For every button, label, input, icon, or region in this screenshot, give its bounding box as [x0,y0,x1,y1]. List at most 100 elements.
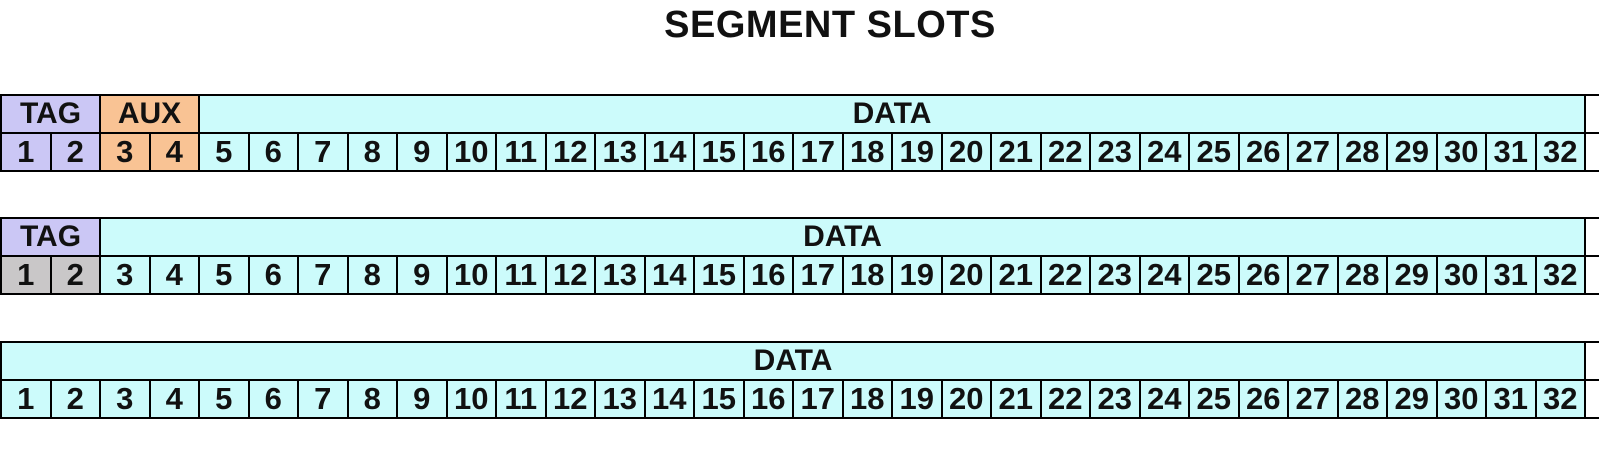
diagram-title: SEGMENT SLOTS [664,4,996,46]
slot-cell: 19 [891,257,941,293]
slot-cell: 11 [495,381,545,417]
group-header-line: DATA [0,341,1599,379]
slot-cell: 32 [1534,134,1586,170]
slot-cell: 10 [445,381,495,417]
slot-cell: 18 [841,381,891,417]
slot-cell: 4 [148,257,198,293]
slot-cell: 29 [1386,134,1436,170]
slot-cell: 30 [1435,381,1485,417]
segment-row-3: DATA 1 2 3 4 5 6 7 8 9 10 11 12 13 14 15 16 17 18 19 20 21 22 2… [0,341,1599,419]
slot-cell: 11 [495,134,545,170]
slot-cell: 20 [940,381,990,417]
segment-row-2: TAG DATA 1 2 3 4 5 6 7 8 9 10 11 12 13 14 15 16 17 18 19 20 21… [0,217,1599,295]
slot-cell: 3 [99,134,149,170]
slot-number-line: 1 2 3 4 5 6 7 8 9 10 11 12 13 14 15 16 17 18 19 20 21 22 23 24 2… [0,255,1599,295]
slot-cell: 24 [1138,134,1188,170]
slot-cell: 31 [1485,134,1535,170]
slot-cell: 8 [346,257,396,293]
group-tag-label: TAG [0,219,99,255]
slot-cell: 26 [1237,257,1287,293]
slot-cell: 5 [198,381,248,417]
slot-number-line: 1 2 3 4 5 6 7 8 9 10 11 12 13 14 15 16 17 18 19 20 21 22 23 24 2… [0,132,1599,172]
slot-cell: 22 [1039,134,1089,170]
slot-cell: 12 [544,134,594,170]
slot-cell: 20 [940,257,990,293]
slot-cell: 26 [1237,134,1287,170]
slot-cell: 3 [99,257,149,293]
slot-cell: 10 [445,134,495,170]
group-header-line: TAG DATA [0,217,1599,255]
slot-cell: 17 [792,381,842,417]
slot-cell: 28 [1336,257,1386,293]
slot-cell: 6 [247,257,297,293]
slot-cell: 7 [297,134,347,170]
slot-cell: 9 [396,381,446,417]
slot-cell: 2 [49,134,99,170]
slot-cell: 16 [742,134,792,170]
slot-cell: 16 [742,381,792,417]
slot-cell: 28 [1336,134,1386,170]
slot-cell: 26 [1237,381,1287,417]
slot-cell: 1 [0,134,50,170]
slot-cell: 22 [1039,381,1089,417]
slot-number-line: 1 2 3 4 5 6 7 8 9 10 11 12 13 14 15 16 17 18 19 20 21 22 23 24 2… [0,379,1599,419]
group-data-label: DATA [0,343,1586,379]
slot-cell: 25 [1188,257,1238,293]
slot-cell: 27 [1287,381,1337,417]
slot-cell: 13 [594,134,644,170]
group-data-label: DATA [198,96,1586,132]
slot-cell: 7 [297,257,347,293]
slot-cell: 19 [891,134,941,170]
slot-cell: 32 [1534,257,1586,293]
slot-cell: 16 [742,257,792,293]
slot-cell: 24 [1138,257,1188,293]
slot-cell: 21 [990,257,1040,293]
slot-cell: 14 [643,257,693,293]
slot-cell: 30 [1435,257,1485,293]
slot-cell: 15 [693,257,743,293]
slot-cell: 17 [792,257,842,293]
segment-row-1: TAG AUX DATA 1 2 3 4 5 6 7 8 9 10 11 12 13 14 15 16 17 18 19 2… [0,94,1599,172]
slot-cell: 6 [247,381,297,417]
slot-cell: 15 [693,134,743,170]
slot-cell: 19 [891,381,941,417]
slot-cell: 1 [0,257,50,293]
slot-cell: 12 [544,257,594,293]
slot-cell: 24 [1138,381,1188,417]
slot-cell: 9 [396,134,446,170]
slot-cell: 4 [148,381,198,417]
slot-cell: 18 [841,257,891,293]
slot-cell: 12 [544,381,594,417]
slot-cell: 5 [198,134,248,170]
slot-cell: 21 [990,134,1040,170]
group-tag-label: TAG [0,96,99,132]
slot-cell: 14 [643,134,693,170]
slot-cell: 1 [0,381,50,417]
slot-cell: 2 [49,257,99,293]
slot-cell: 13 [594,257,644,293]
slot-cell: 25 [1188,381,1238,417]
slot-cell: 27 [1287,134,1337,170]
slot-cell: 29 [1386,257,1436,293]
group-aux-label: AUX [99,96,198,132]
group-header-line: TAG AUX DATA [0,94,1599,132]
slot-cell: 27 [1287,257,1337,293]
slot-cell: 5 [198,257,248,293]
slot-cell: 9 [396,257,446,293]
slot-cell: 28 [1336,381,1386,417]
slot-cell: 15 [693,381,743,417]
slot-cell: 3 [99,381,149,417]
slot-cell: 4 [148,134,198,170]
slot-cell: 22 [1039,257,1089,293]
slot-cell: 7 [297,381,347,417]
slot-cell: 10 [445,257,495,293]
slot-cell: 2 [49,381,99,417]
slot-cell: 23 [1089,257,1139,293]
slot-cell: 30 [1435,134,1485,170]
slot-cell: 32 [1534,381,1586,417]
slot-cell: 6 [247,134,297,170]
slot-cell: 23 [1089,134,1139,170]
slot-cell: 23 [1089,381,1139,417]
slot-cell: 14 [643,381,693,417]
slot-cell: 8 [346,134,396,170]
